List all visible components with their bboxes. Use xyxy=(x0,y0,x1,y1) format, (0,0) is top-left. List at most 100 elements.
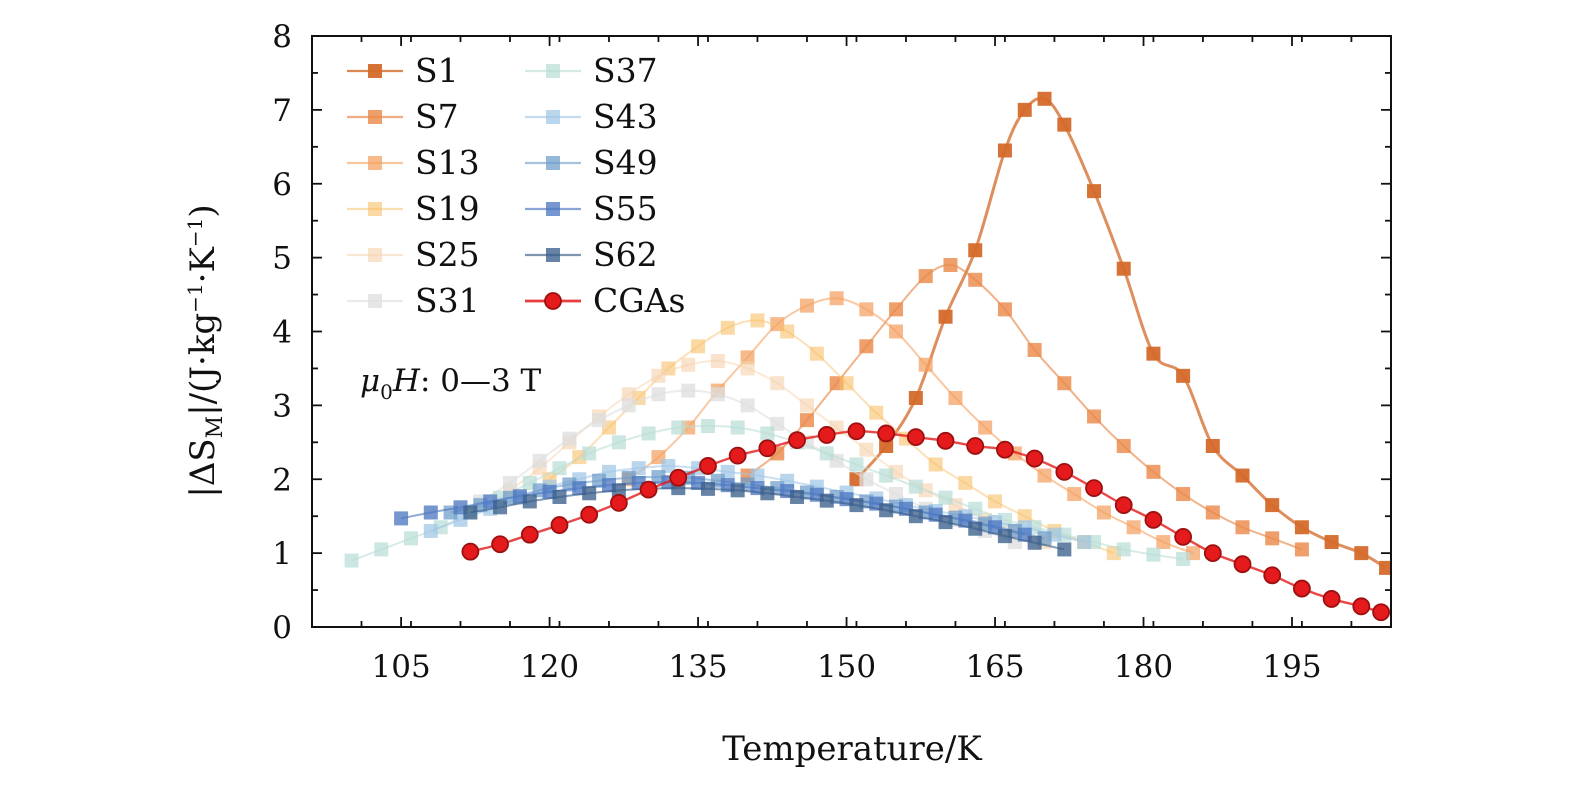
plot-frame xyxy=(311,35,1392,628)
plot-layer xyxy=(344,91,1391,622)
legend-marker-s62 xyxy=(546,248,560,262)
data-point-cgas xyxy=(1174,527,1193,546)
data-point-s37 xyxy=(552,461,567,476)
axes-layer: 105 120 135 150 165 180 195 0 1 2 3 4 5 6 7 8 xyxy=(272,19,1392,685)
data-point-s1 xyxy=(968,243,983,258)
data-point-s37 xyxy=(908,479,923,494)
data-point-s1 xyxy=(1324,535,1339,550)
y-tick-label: 3 xyxy=(272,388,292,424)
data-point-s25 xyxy=(770,376,785,391)
data-point-s7 xyxy=(1176,487,1191,502)
legend-marker-s19 xyxy=(368,202,382,216)
data-point-s37 xyxy=(344,553,359,568)
legend-item-s55: S55 xyxy=(525,189,658,228)
legend-label-s1: S1 xyxy=(415,51,459,90)
data-point-s13 xyxy=(829,291,844,306)
data-point-s7 xyxy=(859,339,874,354)
data-point-s62 xyxy=(552,489,567,504)
data-point-s31 xyxy=(621,398,636,413)
x-tick-label: 165 xyxy=(965,649,1024,685)
data-point-s62 xyxy=(582,486,597,501)
data-point-s62 xyxy=(997,529,1012,544)
data-point-cgas xyxy=(1293,579,1311,598)
series-s7 xyxy=(740,258,1309,557)
data-point-s31 xyxy=(710,387,725,402)
data-point-s19 xyxy=(809,346,824,361)
legend-label-s19: S19 xyxy=(415,189,480,228)
data-point-s1 xyxy=(1265,498,1280,513)
y-tick-label: 2 xyxy=(272,462,292,498)
data-point-s1 xyxy=(1205,439,1220,454)
legend-label-s62: S62 xyxy=(593,235,658,274)
data-point-s37 xyxy=(611,435,626,450)
data-point-s13 xyxy=(948,390,963,405)
x-axis-label: Temperature/K xyxy=(722,729,982,769)
legend: S1 S7 S13 S19 S25 S31 S37 S43 S49 S55 S62 CGAs xyxy=(347,51,685,320)
data-point-cgas xyxy=(1233,555,1252,574)
data-point-s37 xyxy=(403,531,418,546)
x-tick-label: 105 xyxy=(372,649,431,685)
legend-label-cgas: CGAs xyxy=(593,281,685,320)
data-point-s1 xyxy=(1116,261,1131,276)
data-point-s37 xyxy=(374,542,389,557)
data-point-cgas xyxy=(728,446,747,465)
data-point-s1 xyxy=(1379,560,1391,575)
legend-label-s13: S13 xyxy=(415,143,480,182)
data-point-s62 xyxy=(968,521,983,536)
data-point-cgas xyxy=(1025,449,1044,468)
data-point-s7 xyxy=(997,302,1012,317)
data-point-s7 xyxy=(799,413,814,428)
data-point-cgas xyxy=(906,428,925,447)
data-point-s37 xyxy=(730,420,745,435)
data-point-s62 xyxy=(908,509,923,524)
legend-item-s43: S43 xyxy=(525,97,658,136)
data-point-s62 xyxy=(1057,542,1072,557)
x-tick-label: 120 xyxy=(520,649,579,685)
data-point-s37 xyxy=(700,419,715,434)
legend-marker-s55 xyxy=(546,202,560,216)
data-point-s13 xyxy=(1067,487,1082,502)
legend-item-s1: S1 xyxy=(347,51,459,90)
data-point-s31 xyxy=(681,383,696,398)
data-point-cgas xyxy=(491,535,509,554)
data-point-cgas xyxy=(1055,462,1074,481)
data-point-s7 xyxy=(968,272,983,287)
field-annotation: μ0H: 0—3 T xyxy=(360,363,542,404)
data-point-s1 xyxy=(1354,546,1369,561)
x-tick-label: 195 xyxy=(1262,649,1321,685)
data-point-s7 xyxy=(1265,531,1280,546)
series-s62 xyxy=(463,481,1072,557)
data-point-s62 xyxy=(938,515,953,530)
data-point-cgas xyxy=(758,439,777,458)
data-point-s37 xyxy=(819,446,834,461)
data-point-cgas xyxy=(580,505,599,524)
data-point-s1 xyxy=(1017,102,1032,117)
data-point-s1 xyxy=(1294,520,1309,535)
data-point-s19 xyxy=(958,475,973,490)
y-tick-label: 4 xyxy=(272,315,292,351)
data-point-s1 xyxy=(1146,346,1161,361)
data-point-s19 xyxy=(780,324,795,339)
data-point-s1 xyxy=(879,439,894,454)
data-point-s31 xyxy=(502,475,517,490)
data-point-s62 xyxy=(819,493,834,508)
x-tick-label: 135 xyxy=(668,649,727,685)
legend-item-s19: S19 xyxy=(347,189,480,228)
data-point-cgas xyxy=(1114,496,1133,515)
legend-label-s31: S31 xyxy=(415,281,480,320)
data-point-cgas xyxy=(877,424,896,443)
data-point-s13 xyxy=(740,350,755,365)
data-point-s7 xyxy=(889,302,904,317)
data-point-s1 xyxy=(908,390,923,405)
data-point-s62 xyxy=(760,486,775,501)
data-point-cgas xyxy=(699,457,717,475)
data-point-cgas xyxy=(847,422,866,441)
series-cgas xyxy=(461,422,1391,622)
data-point-s62 xyxy=(1027,535,1042,550)
data-point-s37 xyxy=(641,426,656,441)
data-point-cgas xyxy=(936,431,955,450)
data-point-cgas xyxy=(1144,510,1163,529)
data-point-s7 xyxy=(1027,342,1042,357)
data-point-s31 xyxy=(889,487,904,502)
data-point-s37 xyxy=(849,457,864,472)
